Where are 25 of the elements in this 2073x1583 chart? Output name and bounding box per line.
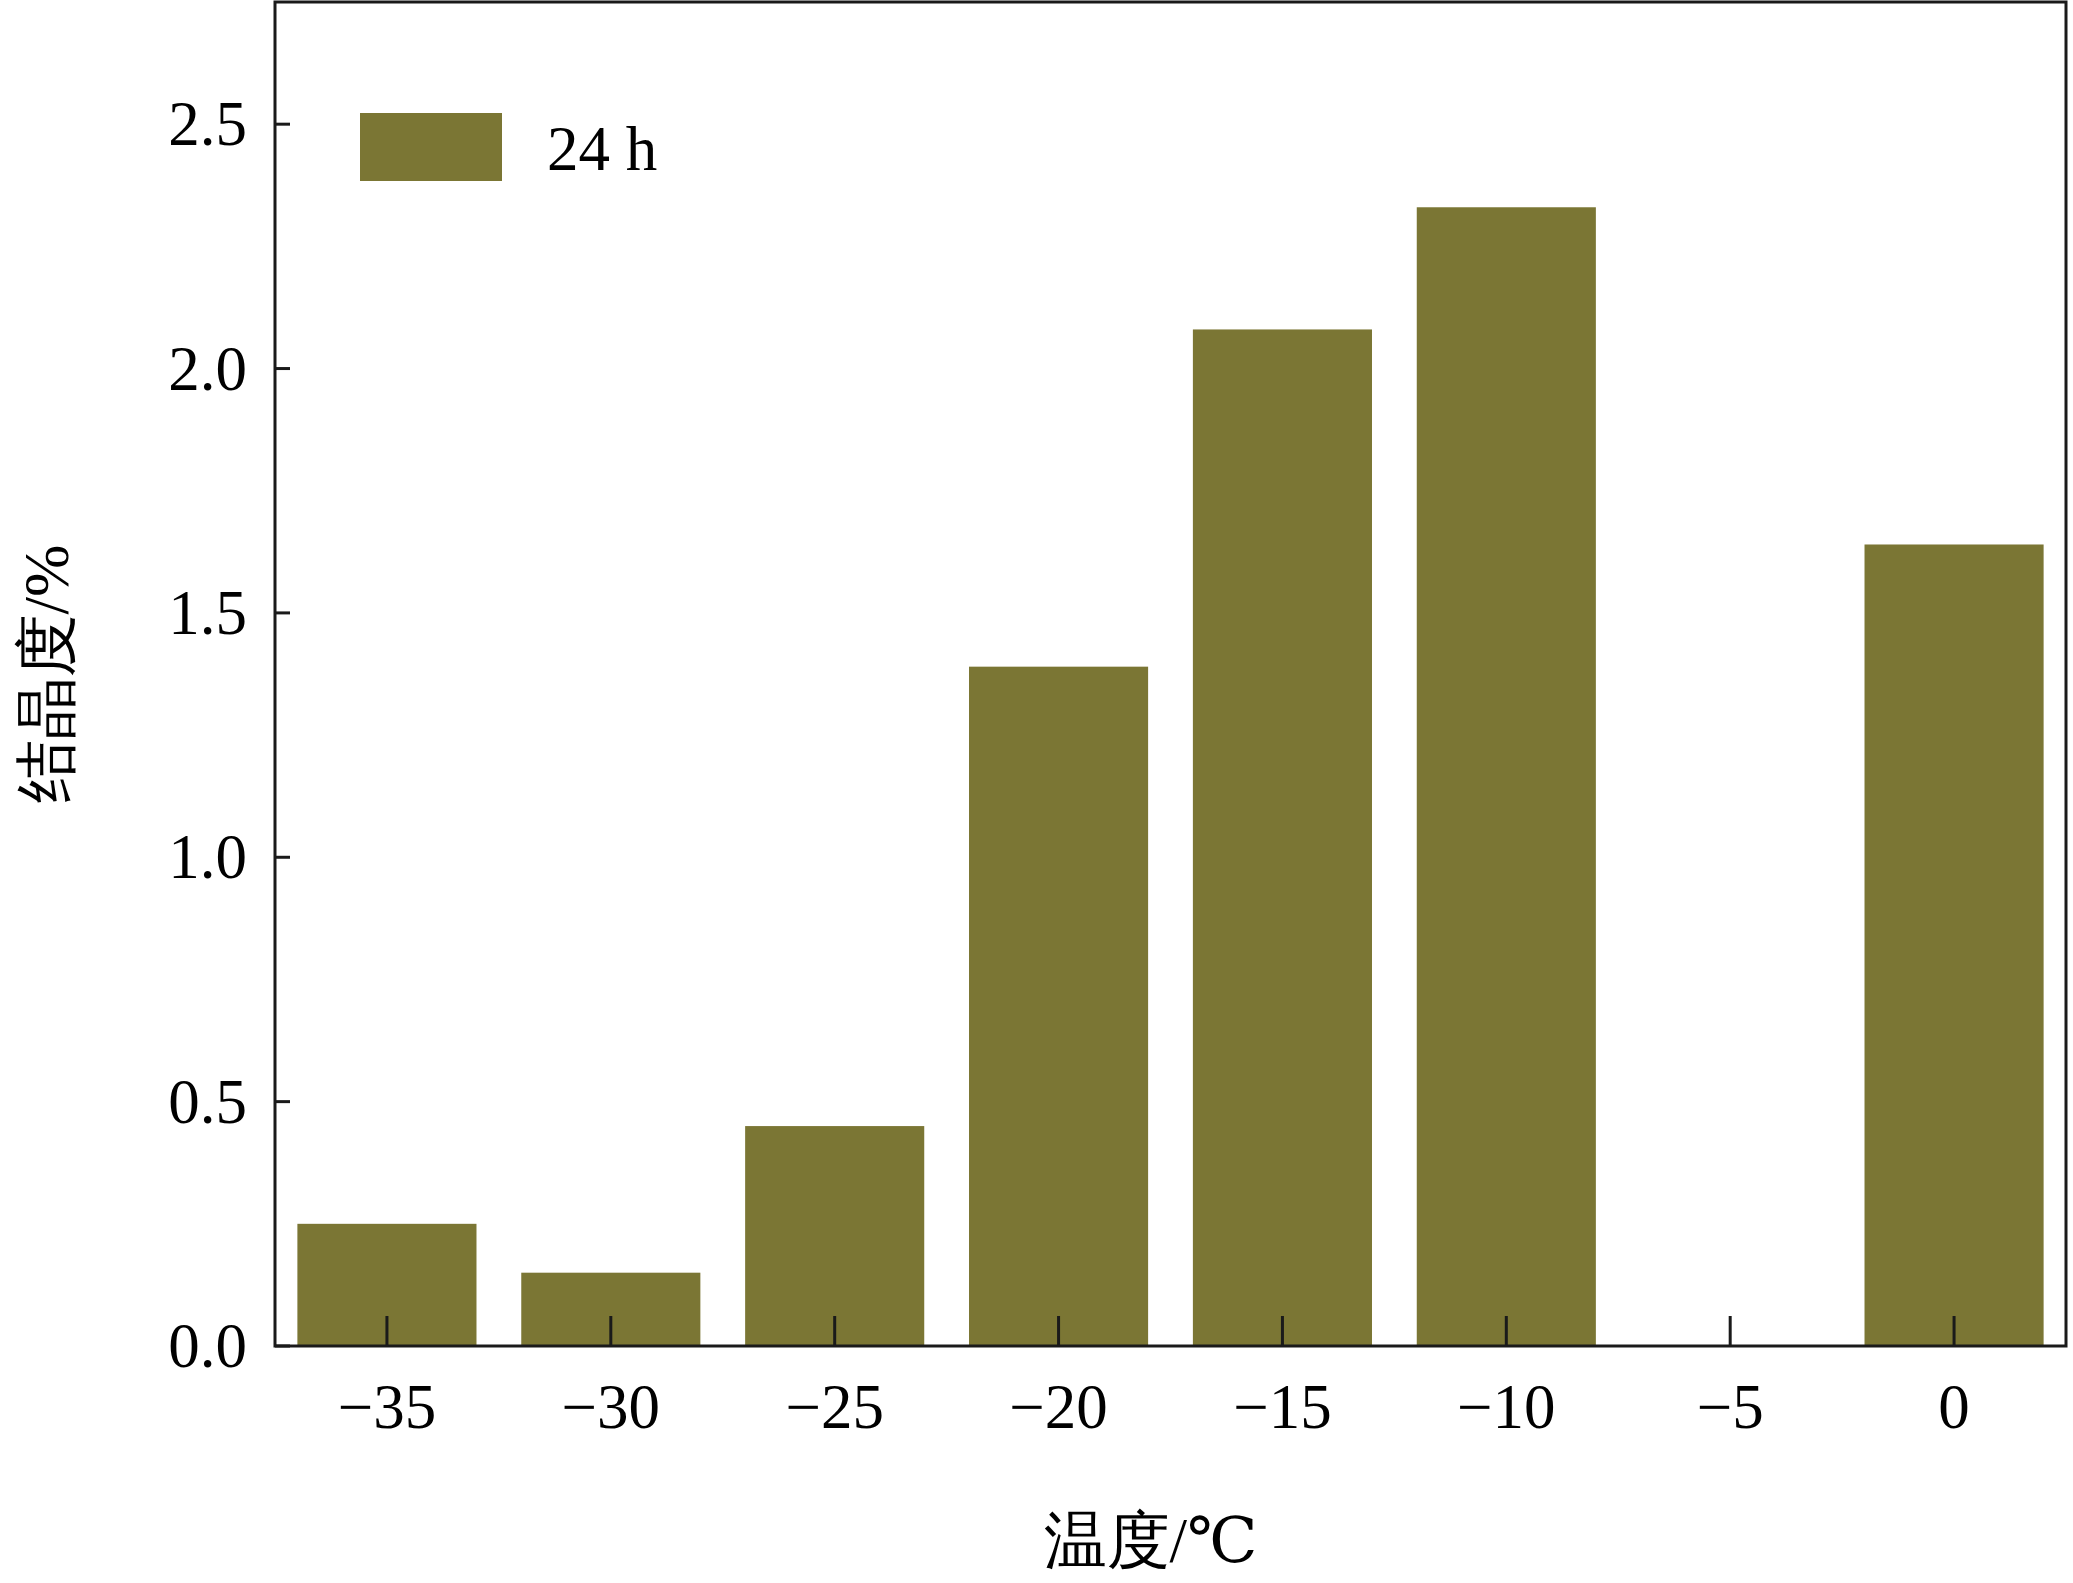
x-axis-title: 温度/℃ [1043, 1506, 1258, 1576]
bar [521, 1272, 701, 1346]
x-tick-label: −25 [785, 1372, 884, 1442]
x-tick-label: −10 [1457, 1372, 1556, 1442]
y-tick-label: 2.5 [168, 89, 247, 160]
y-tick-label: 1.0 [168, 822, 247, 893]
y-tick-label: 1.5 [168, 577, 247, 648]
bar [969, 666, 1149, 1346]
x-tick-label: 0 [1938, 1372, 1970, 1442]
x-tick-label: −5 [1696, 1372, 1764, 1442]
legend-label: 24 h [547, 114, 658, 184]
bar [745, 1126, 925, 1346]
y-tick-label: 0.5 [168, 1066, 247, 1137]
y-axis-title: 结晶度/% [12, 544, 82, 804]
x-tick-label: −20 [1009, 1372, 1108, 1442]
x-tick-label: −15 [1233, 1372, 1332, 1442]
bar [297, 1223, 477, 1346]
legend: 24 h [360, 113, 658, 184]
bar [1192, 329, 1372, 1346]
x-tick-label: −30 [561, 1372, 661, 1442]
y-tick-label: 0.0 [168, 1311, 247, 1381]
y-tick-label: 2.0 [168, 333, 247, 404]
bar [1416, 207, 1596, 1346]
bar [1864, 544, 2044, 1346]
x-tick-label: −35 [337, 1372, 437, 1442]
